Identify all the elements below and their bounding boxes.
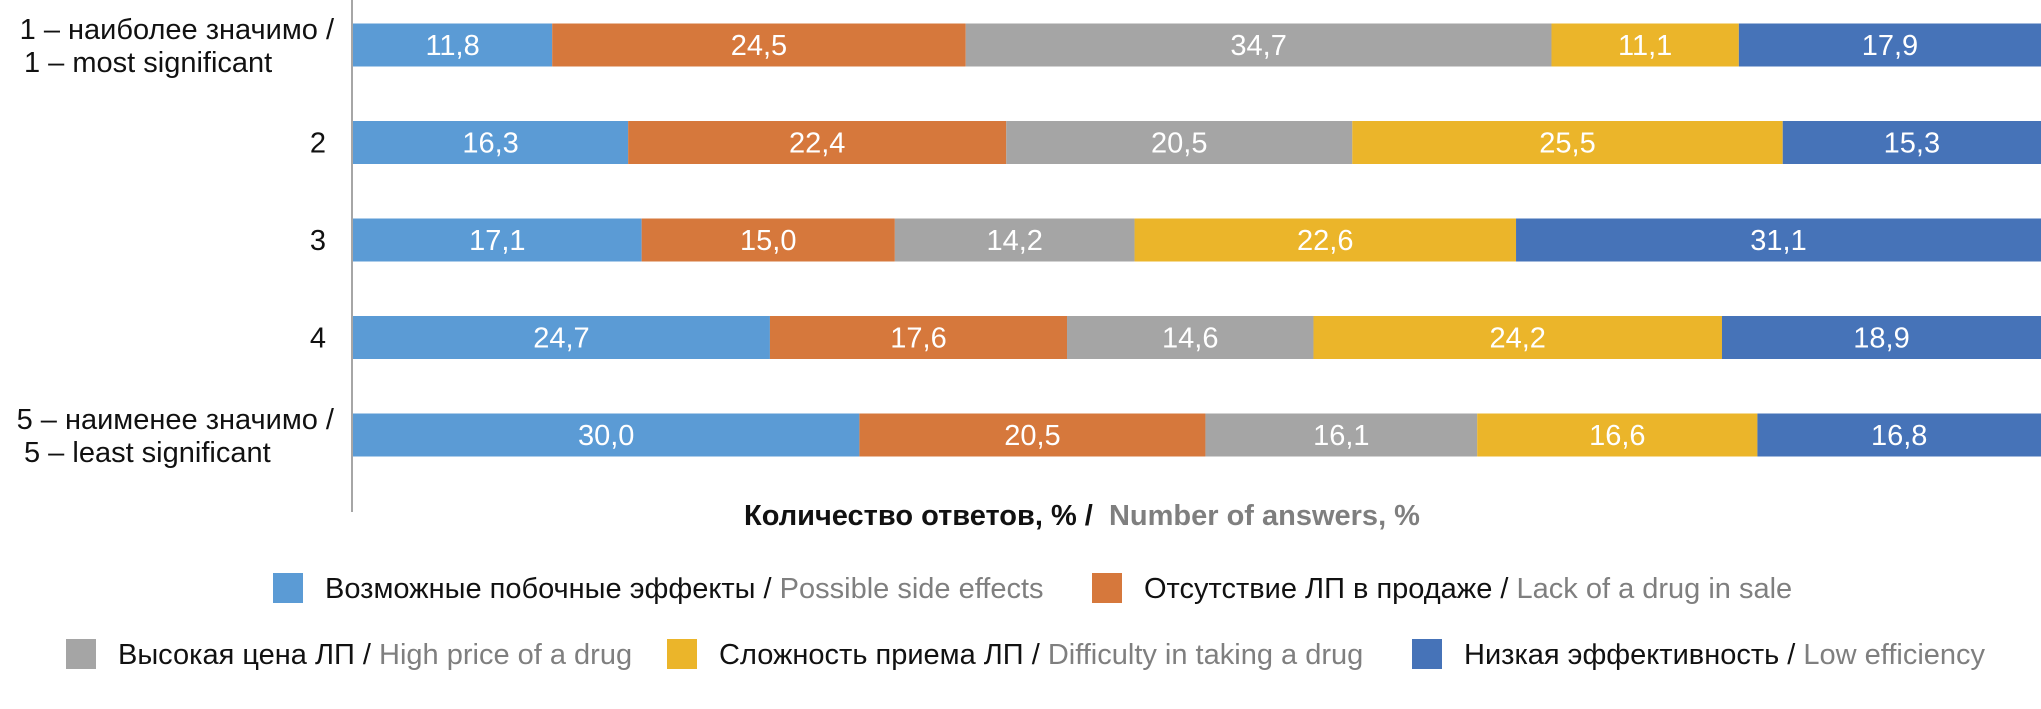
bar-value-label: 20,5	[1151, 128, 1207, 160]
x-axis-title: Количество ответов, % / Number of answer…	[744, 500, 1420, 532]
bar-row1-series3	[965, 23, 1552, 67]
bar-row5-series4	[1477, 413, 1758, 457]
legend-name-ru: Низкая эффективность	[1464, 639, 1779, 671]
category-label-en: 5 – least significant	[24, 437, 271, 469]
bar-row2-series2	[628, 121, 1007, 164]
bar-value-label: 11,8	[425, 30, 479, 62]
category-label: 3	[310, 225, 326, 257]
legend-entry: Высокая цена ЛП / High price of a drug	[118, 639, 632, 671]
bar-row4-series5	[1721, 316, 2041, 359]
legend-name-en: Lack of a drug in sale	[1517, 573, 1793, 605]
bar-value-label: 24,5	[731, 30, 787, 62]
category-label: 2	[310, 128, 326, 160]
bar-row2-series3	[1006, 121, 1353, 164]
legend-name-ru: Сложность приема ЛП	[719, 639, 1024, 671]
legend-separator: /	[1779, 639, 1803, 671]
bar-value-label: 20,5	[1004, 420, 1060, 452]
x-axis-title-ru: Количество ответов, % /	[744, 500, 1093, 532]
bar-row1-series4	[1551, 23, 1739, 67]
bar-value-label: 17,6	[890, 323, 946, 355]
bar-row4-series3	[1067, 316, 1314, 359]
legend: Возможные побочные эффекты / Possible si…	[66, 573, 1986, 671]
category-label-en: 1 – most significant	[24, 47, 272, 79]
bar-value-label: 16,8	[1871, 420, 1927, 452]
bar-row2-series1	[353, 121, 629, 164]
bar-row3-series5	[1516, 218, 2041, 262]
legend-name-en: Possible side effects	[780, 573, 1044, 605]
bar-value-label: 34,7	[1230, 30, 1286, 62]
category-label-ru: 5 – наименее значимо /	[17, 404, 335, 436]
legend-swatch	[273, 573, 303, 603]
bar-row1-series5	[1738, 23, 2041, 67]
bar-value-label: 22,6	[1297, 225, 1353, 257]
bar-value-label: 25,5	[1539, 128, 1595, 160]
legend-swatch	[66, 639, 96, 669]
bar-value-label: 31,1	[1750, 225, 1806, 257]
legend-name-ru: Высокая цена ЛП	[118, 639, 355, 671]
bar-value-label: 16,6	[1589, 420, 1645, 452]
bar-value-label: 16,1	[1313, 420, 1369, 452]
legend-separator: /	[355, 639, 379, 671]
bar-row4-series4	[1313, 316, 1722, 359]
legend-swatch	[1092, 573, 1122, 603]
legend-separator: /	[756, 573, 780, 605]
legend-name-en: Low efficiency	[1803, 639, 1985, 671]
legend-entry: Отсутствие ЛП в продаже / Lack of a drug…	[1144, 573, 1792, 605]
bar-row4-series1	[353, 316, 770, 359]
bar-value-label: 22,4	[789, 128, 845, 160]
bar-row5-series1	[353, 413, 860, 457]
bar-value-label: 17,1	[469, 225, 525, 257]
category-label: 4	[310, 323, 326, 355]
bar-value-label: 18,9	[1853, 323, 1909, 355]
category-label-ru: 1 – наиболее значимо /	[20, 14, 335, 46]
legend-swatch	[667, 639, 697, 669]
bars-group: 11,8 24,5 34,7 11,1 17,9 16,3 22,4 20,5 25,5 15,3…	[353, 23, 2041, 457]
legend-separator: /	[1024, 639, 1048, 671]
bar-row2-series4	[1352, 121, 1783, 164]
bar-value-label: 14,2	[986, 225, 1042, 257]
legend-name-ru: Возможные побочные эффекты	[325, 573, 756, 605]
bar-row5-series5	[1757, 413, 2041, 457]
legend-entry: Возможные побочные эффекты / Possible si…	[325, 573, 1044, 605]
x-axis-title-en: Number of answers, %	[1109, 500, 1420, 532]
bar-row3-series1	[353, 218, 642, 262]
bar-value-label: 24,7	[533, 323, 589, 355]
bar-row4-series2	[769, 316, 1068, 359]
bar-row3-series2	[641, 218, 895, 262]
bar-row2-series5	[1782, 121, 2041, 164]
bar-row3-series4	[1134, 218, 1517, 262]
bar-value-label: 24,2	[1489, 323, 1545, 355]
bar-value-label: 16,3	[462, 128, 518, 160]
legend-name-en: High price of a drug	[379, 639, 632, 671]
bar-value-label: 11,1	[1618, 30, 1672, 62]
bar-value-label: 15,0	[740, 225, 796, 257]
bar-value-label: 15,3	[1884, 128, 1940, 160]
legend-entry: Сложность приема ЛП / Difficulty in taki…	[719, 639, 1363, 671]
bar-row1-series1	[353, 23, 553, 67]
legend-swatch	[1412, 639, 1442, 669]
legend-name-ru: Отсутствие ЛП в продаже	[1144, 573, 1492, 605]
bar-value-label: 30,0	[578, 420, 634, 452]
bar-row3-series3	[894, 218, 1135, 262]
bar-row5-series3	[1205, 413, 1478, 457]
bar-row5-series2	[859, 413, 1206, 457]
legend-separator: /	[1492, 573, 1516, 605]
bar-row1-series2	[552, 23, 966, 67]
bar-value-label: 14,6	[1162, 323, 1218, 355]
category-labels: 1 – наиболее значимо /1 – most significa…	[17, 14, 335, 469]
legend-entry: Низкая эффективность / Low efficiency	[1464, 639, 1986, 671]
legend-name-en: Difficulty in taking a drug	[1048, 639, 1363, 671]
bar-value-label: 17,9	[1862, 30, 1918, 62]
